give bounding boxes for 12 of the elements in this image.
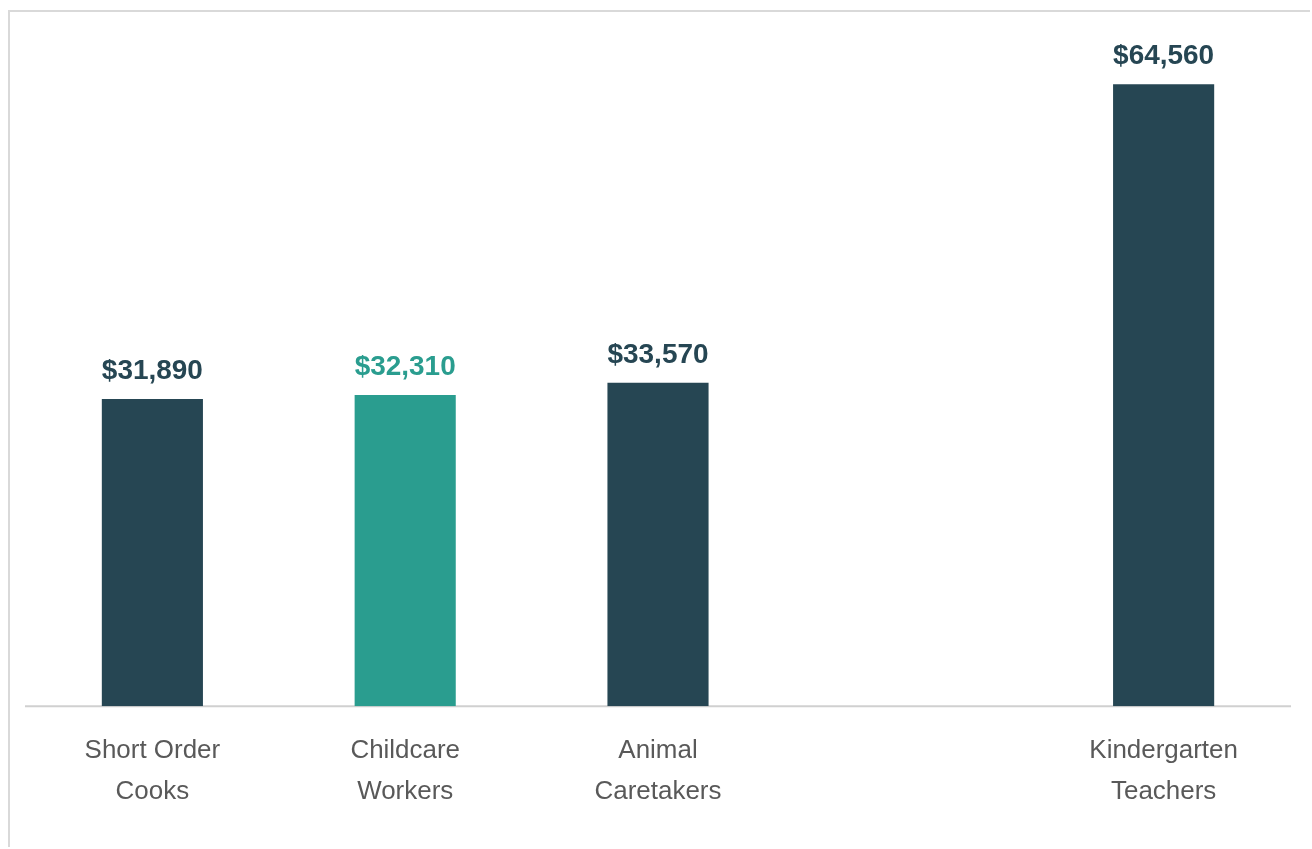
x-tick-label: Childcare Workers xyxy=(350,734,460,805)
bar xyxy=(101,399,203,707)
bar xyxy=(1113,84,1215,707)
data-label: $31,890 xyxy=(101,353,203,385)
bar xyxy=(607,382,709,707)
x-tick-label: Animal Caretakers xyxy=(594,734,722,805)
x-tick-label: Short Order Cooks xyxy=(84,734,221,805)
x-tick-label: Kindergarten Teachers xyxy=(1089,734,1238,805)
data-label: $32,310 xyxy=(354,349,456,381)
bar xyxy=(354,394,456,707)
data-label: $64,560 xyxy=(1113,39,1215,71)
data-label: $33,570 xyxy=(607,337,709,369)
